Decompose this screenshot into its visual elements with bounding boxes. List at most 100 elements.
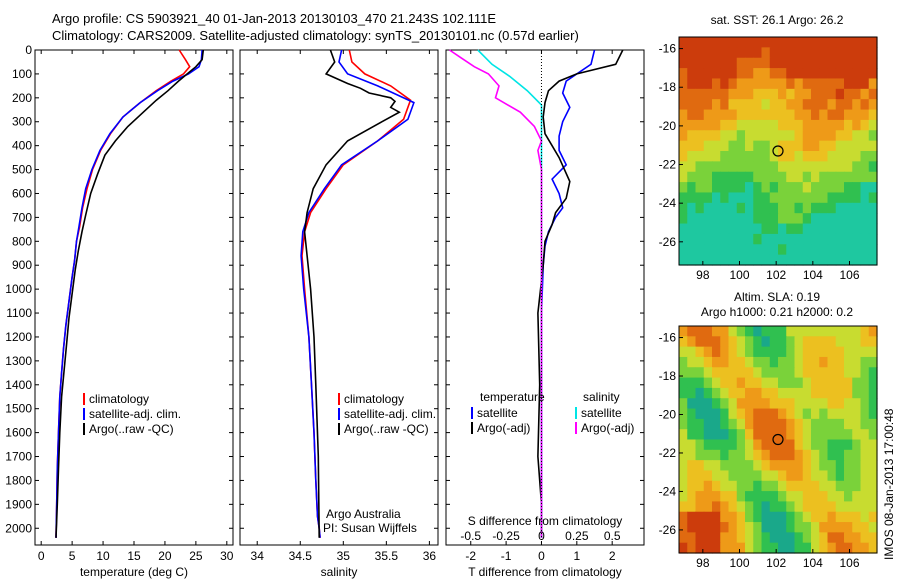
map-cell [835, 88, 845, 100]
map-cell [852, 480, 862, 492]
map-cell [761, 233, 771, 245]
map-cell [819, 182, 829, 194]
series-line-argo-raw-qc- [55, 49, 205, 538]
map-cell [811, 522, 820, 533]
map-cell [728, 398, 738, 410]
x-tick-label: -1 [501, 549, 512, 563]
map-cell [761, 244, 771, 256]
map-cell [868, 491, 878, 503]
legend-label: satellite [581, 406, 622, 420]
map-cell [745, 99, 754, 111]
map-cell [736, 37, 746, 48]
map-cell [868, 439, 878, 451]
map-cell [769, 511, 779, 523]
map-cell [868, 460, 878, 472]
map-cell [794, 470, 804, 482]
map-cell [794, 408, 804, 420]
map-cell [695, 501, 705, 513]
map-cell [844, 99, 853, 111]
map-cell [745, 522, 754, 533]
map-cell [844, 491, 853, 503]
map-cell [745, 213, 754, 225]
map-cell [695, 99, 705, 111]
map-cell [860, 429, 870, 441]
map-cell [703, 326, 713, 337]
map-cell [753, 346, 763, 358]
map-cell [753, 47, 763, 59]
map-cell [745, 387, 754, 399]
map-cell [802, 336, 812, 348]
map-cell [778, 367, 787, 379]
map-cell [736, 57, 746, 69]
map-cell [811, 439, 820, 451]
map-cell [745, 233, 754, 245]
map-cell [703, 522, 713, 533]
map-cell [835, 336, 845, 348]
map-cell [745, 151, 754, 162]
map-cell [720, 470, 730, 482]
map-cell [712, 161, 721, 173]
x-tick-label: 30 [220, 549, 234, 563]
map-cell [802, 522, 812, 533]
plot-frame-difference [445, 49, 645, 546]
map-cell [811, 254, 820, 266]
map-cell [753, 398, 763, 410]
map-cell [827, 449, 837, 461]
plot-frame-salinity [239, 49, 439, 546]
map-cell [728, 449, 738, 461]
map-cell [860, 99, 870, 111]
map-cell [868, 501, 878, 513]
map-cell [852, 99, 862, 111]
map-cell [720, 78, 730, 90]
map-cell [835, 346, 845, 358]
map-cell [786, 88, 796, 100]
map-cell [852, 346, 862, 358]
map-cell [794, 480, 804, 492]
map-cell [720, 202, 730, 214]
map-cell [802, 491, 812, 503]
map-cell [703, 140, 713, 152]
map-cell [844, 161, 853, 173]
map-cell [687, 109, 697, 121]
map-cell [844, 511, 853, 523]
map-cells-sst_map [679, 37, 878, 266]
map-cell [761, 213, 771, 225]
map-cell [827, 161, 837, 173]
map-cell [753, 387, 763, 399]
map-cell [769, 377, 779, 389]
map-cell [827, 151, 837, 162]
map-cell [753, 336, 763, 348]
map-cell [720, 99, 730, 111]
map-cell [802, 346, 812, 358]
map-cell [827, 171, 837, 183]
map-cell [819, 140, 829, 152]
map-cell [868, 336, 878, 348]
map-cell [761, 418, 771, 430]
map-cell [703, 47, 713, 59]
map-cell [860, 244, 870, 256]
map-cell [761, 140, 771, 152]
map-cell [761, 522, 771, 533]
top-tick-label: -0.5 [460, 529, 481, 543]
map-cell [827, 356, 837, 368]
map-cell [778, 449, 787, 461]
map-cell [827, 532, 837, 544]
map-cell [844, 213, 853, 225]
map-cell [728, 326, 738, 337]
map-cell [720, 429, 730, 441]
map-cell [703, 233, 713, 245]
map-cell [852, 78, 862, 90]
map-cell [728, 119, 738, 131]
map-cell [802, 377, 812, 389]
map-cell [703, 470, 713, 482]
map-cell [712, 470, 721, 482]
map-cell [728, 367, 738, 379]
map-cell [736, 47, 746, 59]
map-cell [687, 202, 697, 214]
map-cell [844, 254, 853, 266]
x-tick-label: 35 [337, 549, 351, 563]
map-cell [769, 88, 779, 100]
map-cell [761, 460, 771, 472]
map-cell [868, 233, 878, 245]
legend-label: Argo(..raw -QC) [89, 422, 174, 436]
